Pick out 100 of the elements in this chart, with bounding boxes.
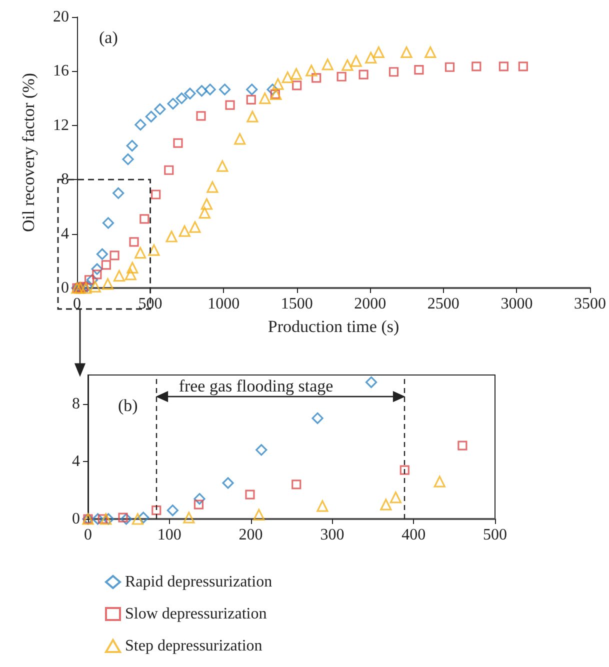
point	[472, 62, 482, 72]
point	[89, 280, 101, 292]
y-tick-label: 8	[61, 171, 69, 188]
point	[173, 138, 183, 148]
point	[322, 58, 334, 70]
point	[200, 198, 213, 210]
point	[196, 111, 206, 121]
annotation: (a)	[99, 28, 118, 47]
point	[113, 270, 126, 282]
point	[246, 110, 258, 122]
point	[245, 490, 255, 500]
point	[184, 88, 196, 100]
point	[178, 225, 190, 237]
point	[424, 46, 436, 58]
point	[204, 84, 216, 96]
point	[444, 62, 455, 72]
point	[91, 263, 103, 275]
point	[266, 84, 278, 96]
x-tick-label: 3500	[574, 296, 606, 312]
point	[400, 46, 412, 58]
point	[259, 92, 271, 104]
point	[350, 55, 362, 67]
y-tick-label: 4	[72, 452, 80, 470]
point	[365, 376, 378, 388]
point	[246, 94, 256, 104]
point	[316, 500, 328, 512]
point	[164, 165, 174, 175]
point	[176, 92, 188, 104]
x-tick-label: 1000	[208, 296, 240, 312]
point	[86, 274, 98, 286]
point	[282, 72, 294, 84]
point	[518, 62, 528, 72]
point	[225, 100, 235, 110]
point	[290, 68, 302, 80]
point	[96, 248, 108, 260]
y-tick-label: 0	[72, 510, 80, 528]
point	[166, 504, 178, 516]
point	[306, 64, 318, 76]
y-tick-label: 4	[61, 225, 69, 242]
point	[198, 207, 210, 219]
point	[414, 65, 424, 75]
point	[218, 84, 231, 96]
point	[183, 512, 195, 524]
x-tick-label: 400	[402, 526, 426, 544]
x-tick-label: 1500	[280, 296, 313, 312]
point	[126, 140, 138, 152]
point	[372, 46, 384, 58]
point	[222, 477, 234, 489]
point	[102, 278, 114, 290]
x-tick-label: 3000	[500, 296, 533, 312]
point	[336, 72, 346, 82]
x-tick-label: 500	[483, 526, 507, 544]
y-axis-title: Oil recovery factor (%)	[19, 72, 38, 232]
point	[196, 85, 208, 97]
point	[292, 480, 302, 490]
point	[151, 190, 161, 200]
point	[92, 270, 102, 280]
legend-label: Rapid depressurization	[125, 574, 272, 590]
point	[102, 513, 114, 525]
point	[98, 514, 108, 524]
y-tick-label: 12	[53, 116, 69, 134]
point	[234, 133, 246, 145]
point	[101, 260, 111, 270]
point	[498, 62, 508, 72]
point	[134, 246, 146, 259]
legend-label: Slow depressurization	[125, 606, 267, 622]
y-tick-label: 0	[61, 280, 69, 296]
point	[253, 508, 265, 520]
y-tick-label: 8	[72, 395, 80, 412]
point	[246, 84, 258, 96]
x-tick-label: 0	[84, 526, 92, 544]
point	[400, 465, 410, 475]
point	[140, 214, 150, 224]
x-tick-label: 2000	[354, 296, 386, 312]
point	[206, 181, 218, 193]
point	[122, 153, 134, 166]
x-tick-label: 300	[320, 526, 344, 544]
point	[256, 444, 268, 456]
point	[194, 493, 206, 505]
point	[152, 506, 162, 516]
point	[292, 80, 302, 90]
point	[167, 98, 179, 110]
point	[110, 250, 120, 260]
point	[148, 244, 160, 256]
point	[342, 59, 354, 71]
point	[194, 500, 204, 510]
point	[138, 512, 150, 524]
point	[166, 230, 178, 242]
point	[129, 237, 139, 247]
point	[434, 476, 446, 488]
point	[112, 187, 124, 199]
point	[134, 118, 146, 131]
point	[216, 160, 228, 172]
point	[118, 512, 128, 522]
x-tick-label: 500	[138, 296, 162, 312]
point	[92, 513, 104, 525]
point	[100, 513, 112, 525]
legend-label: Step depressurization	[125, 638, 262, 654]
point	[189, 221, 201, 233]
point	[132, 513, 144, 525]
